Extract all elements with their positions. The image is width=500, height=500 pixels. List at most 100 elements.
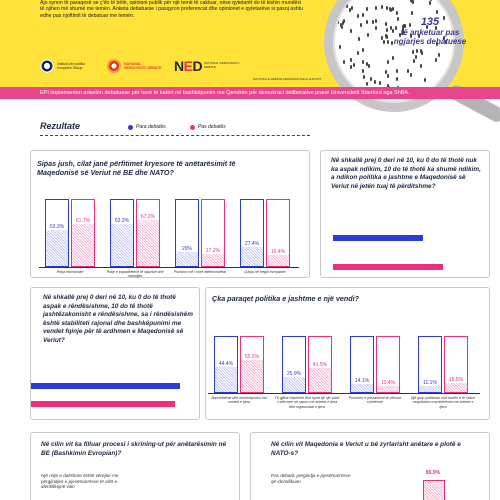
crowd-dot <box>386 28 389 33</box>
before-column <box>282 336 306 393</box>
category-label: Rritja ekonomike <box>56 270 84 274</box>
crowd-dot <box>401 31 404 36</box>
crowd-dot <box>389 25 392 30</box>
q6-question: Në cilin vit Maqedonia e Veriut u bë zyr… <box>271 441 461 457</box>
q2-bar-before <box>333 235 424 241</box>
column-fill <box>377 386 399 392</box>
category-label: Pozicioni e prezantimit të vlerave shtet… <box>348 396 402 405</box>
crowd-dot <box>345 0 348 4</box>
crowd-dot <box>395 26 398 31</box>
after-value-label: 61.7% <box>75 218 91 225</box>
after-value-label: 17.2% <box>205 248 221 255</box>
legend-after-dot <box>190 124 195 130</box>
before-value-label: 27.4% <box>244 241 260 248</box>
q6-panel: Në cilin vit Maqedonia e Veriut u bë zyr… <box>250 432 490 500</box>
q6-value-after: 85.9% <box>425 470 441 476</box>
intro-text: Ajo synon të paraqesë se ç'do të bëtë, o… <box>40 0 303 19</box>
q4-question: Çka paraqet politika e jashtme e një ven… <box>212 294 359 303</box>
ned-logo-e: E <box>183 58 193 74</box>
crowd-dot <box>350 58 353 63</box>
category-label: Të gjitha vepriimet dhe lojrat që një sh… <box>274 396 340 409</box>
ned-logo: NED NATIONAL DEMOCRATIC DEBATE <box>174 58 246 74</box>
crowd-dot <box>391 6 394 11</box>
crowd-dot <box>341 25 344 30</box>
column-fill <box>72 224 94 266</box>
crowd-dot <box>351 5 354 10</box>
respondents-count: 135 të anketuar pas ngjarjes debatuese <box>360 16 500 46</box>
column-fill <box>215 366 237 392</box>
crowd-dot <box>336 61 339 66</box>
legend-after-label: Pas debatës <box>198 124 226 130</box>
q1-panel: Sipas jush, cilat janë përfitimet kryeso… <box>30 150 310 278</box>
q4-panel: Çka paraqet politika e jashtme e një ven… <box>205 287 490 420</box>
crowd-dot <box>425 25 428 30</box>
q6-text: Pas debatit, përgindja e pjesëmarrësve q… <box>271 473 351 484</box>
crowd-dot <box>434 57 437 62</box>
crowd-dot <box>358 37 361 42</box>
q2-value-after: 7.04 <box>424 264 435 270</box>
crowd-dot <box>348 7 351 12</box>
ned-logo-main: NED <box>174 58 203 74</box>
crowd-dot <box>402 25 404 30</box>
crowd-dot <box>420 64 423 69</box>
crowd-dot <box>443 1 446 6</box>
category-label: Pozicion më i mirë ndërkombëtar <box>173 270 227 274</box>
q3-bar-after <box>31 401 176 407</box>
after-column <box>266 199 290 267</box>
column-fill <box>137 220 159 266</box>
crowd-dot <box>439 72 442 77</box>
ned-under-text: NATIONALE DEBATE DEMOKRATIKE E SHKUPIT <box>253 77 322 81</box>
crowd-dot <box>367 64 370 69</box>
before-column <box>214 336 238 393</box>
crowd-dot <box>415 55 418 60</box>
q3-question: Në shkallë prej 0 deri në 10, ku 0 do të… <box>43 294 193 344</box>
crowd-dot <box>342 59 345 64</box>
before-value-label: 62.2% <box>114 217 130 224</box>
after-column <box>308 336 332 393</box>
before-value-label: 53.3% <box>49 223 65 230</box>
info-strip: EPI implementon anketën debatuese për he… <box>0 87 500 99</box>
crowd-dot <box>365 6 368 11</box>
crowd-dot <box>436 9 439 14</box>
crowd-dot <box>362 59 365 64</box>
after-column <box>376 336 400 393</box>
crowd-dot <box>392 28 395 33</box>
crowd-dot <box>441 83 444 88</box>
column-fill <box>202 254 224 266</box>
after-column <box>444 336 468 393</box>
crowd-dot <box>418 33 421 38</box>
crowd-dot <box>349 76 352 81</box>
before-value-label: 20% <box>181 246 192 253</box>
crowd-dot <box>401 28 404 33</box>
crowd-dot <box>444 40 447 45</box>
crowd-dot <box>412 59 415 64</box>
after-value-label: 10.4% <box>380 380 396 387</box>
before-column <box>175 199 199 267</box>
crowd-dot <box>373 79 376 84</box>
crowd-dot <box>390 40 393 45</box>
crowd-dot <box>381 35 384 40</box>
crowd-dot <box>387 73 390 78</box>
crowd-dot <box>381 5 384 10</box>
after-value-label: 55.6% <box>244 354 260 361</box>
crowd-dot <box>407 69 410 74</box>
before-value-label: 44.4% <box>218 360 234 367</box>
crowd-dot <box>382 39 385 44</box>
crowd-dot <box>362 74 365 79</box>
crowd-dot <box>365 82 368 87</box>
after-column <box>71 199 95 267</box>
column-fill <box>309 368 331 392</box>
after-value-label: 15.6% <box>448 377 464 384</box>
q3-panel: Në shkallë prej 0 deri në 10, ku 0 do të… <box>30 287 200 420</box>
crowd-dot <box>391 55 394 60</box>
column-fill <box>267 254 289 266</box>
category-label: Marrëdhënie dhe bashkëpunim me vendet e … <box>211 396 267 405</box>
column-fill <box>176 252 198 266</box>
q2-bar-after <box>333 264 443 270</box>
crowd-dot <box>398 33 401 38</box>
debate-logo-text: NATIONAL DEMOCRATIC DEBATE <box>124 62 162 70</box>
chart-baseline <box>208 393 480 394</box>
crowd-dot <box>366 62 369 67</box>
before-column <box>45 199 69 267</box>
crowd-dot <box>356 51 359 56</box>
